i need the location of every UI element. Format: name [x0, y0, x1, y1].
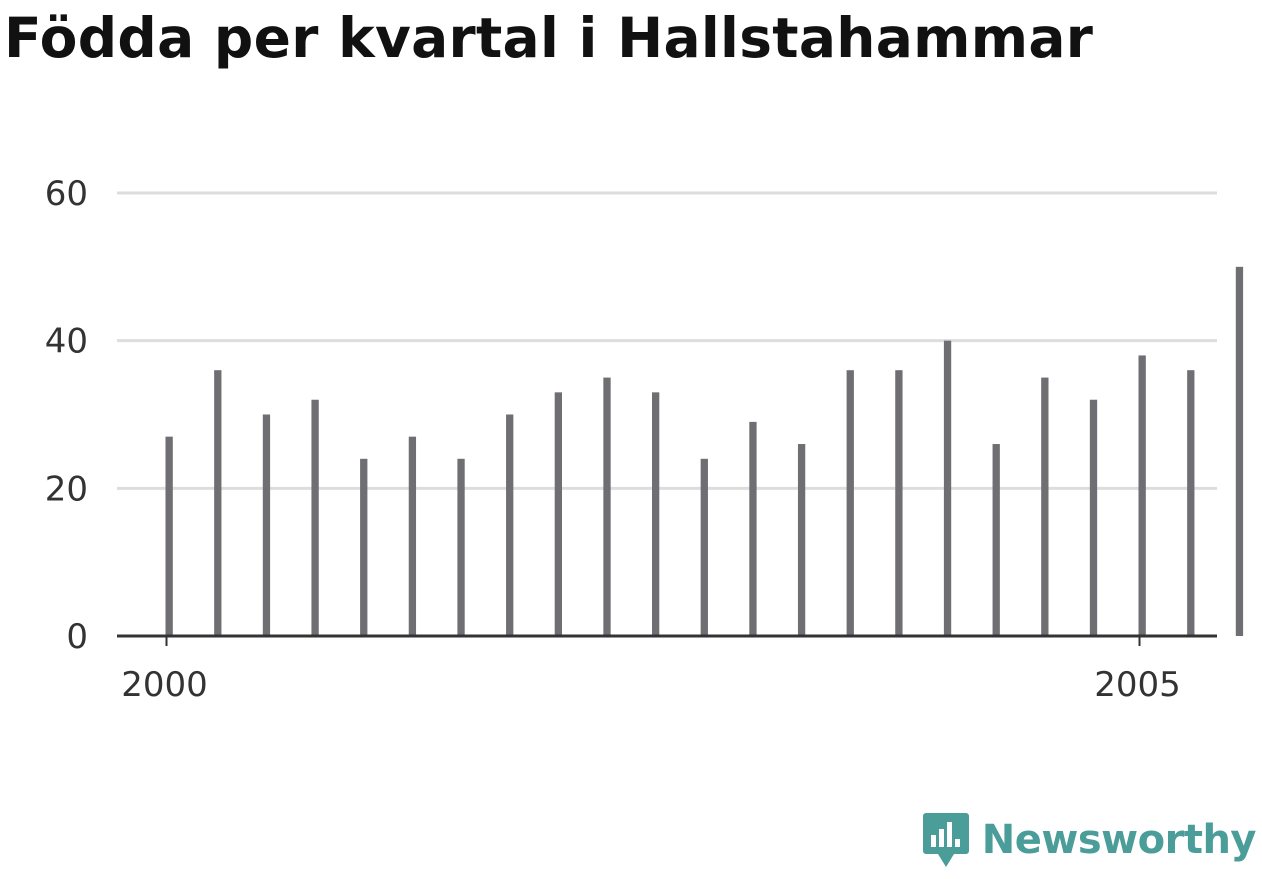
- y-axis-ticks: 0 20 40 60: [45, 174, 88, 657]
- bar: [408, 436, 417, 636]
- y-tick-label: 40: [45, 322, 88, 362]
- bar: [214, 370, 222, 636]
- bar: [749, 421, 757, 636]
- bar: [165, 436, 173, 636]
- bar: [1138, 355, 1146, 636]
- bar: [1187, 370, 1195, 636]
- bar: [262, 414, 271, 636]
- bar: [506, 414, 514, 636]
- y-tick-label: 60: [45, 174, 88, 214]
- bar: [652, 392, 660, 636]
- bar: [1235, 266, 1244, 636]
- y-tick-label: 0: [66, 617, 88, 657]
- bar: [846, 370, 854, 636]
- x-tick-label: 2000: [121, 665, 208, 705]
- newsworthy-brand: Newsworthy: [922, 811, 1257, 869]
- bar: [992, 444, 1000, 636]
- bar: [603, 377, 611, 636]
- bar: [554, 392, 562, 636]
- bar: [360, 458, 368, 636]
- bar: [311, 399, 319, 636]
- chart-title: Födda per kvartal i Hallstahammar: [4, 6, 1094, 70]
- bar: [1089, 399, 1098, 636]
- bar: [700, 458, 708, 636]
- bar: [457, 458, 465, 636]
- brand-name: Newsworthy: [981, 817, 1257, 863]
- bar: [797, 444, 806, 636]
- y-tick-label: 20: [45, 469, 88, 509]
- gridlines: [117, 191, 1217, 490]
- x-axis-ticks: 200020052010201520202025: [121, 636, 1181, 705]
- bar: [895, 370, 903, 636]
- bar: [943, 340, 952, 636]
- bar: [1041, 377, 1049, 636]
- x-tick-label: 2005: [1094, 665, 1181, 705]
- newsworthy-logo-icon: [922, 811, 970, 869]
- bars: [165, 266, 1244, 636]
